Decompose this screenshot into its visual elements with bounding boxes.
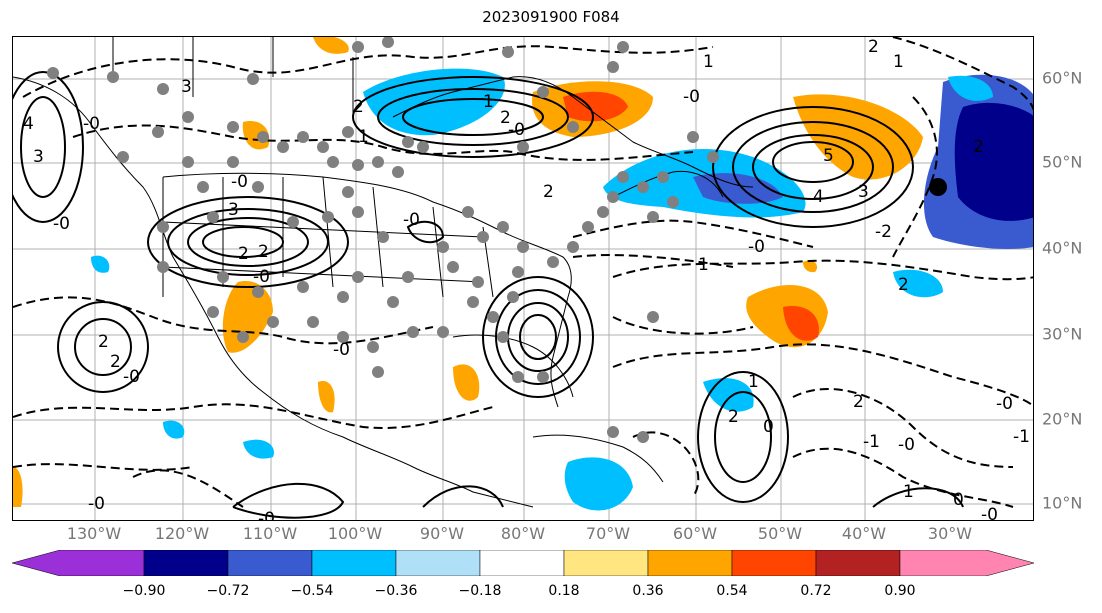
- contour-label: 2: [98, 332, 109, 352]
- contour-label: 2: [500, 108, 511, 128]
- colorbar-segment: [143, 550, 229, 576]
- contour-label-group: 3 4 -0 3 2 1 -0 2 3 -0 2 -0 1 2 -0 2 5 4…: [23, 37, 1030, 521]
- contour-label: 4: [813, 187, 824, 207]
- colorbar-segment: [12, 550, 145, 576]
- latitude-label: 50°N: [1042, 152, 1083, 172]
- colorbar-segment: [479, 550, 565, 576]
- contour-label: -0: [683, 87, 700, 107]
- latitude-label: 60°N: [1042, 68, 1083, 88]
- contour-label: 2: [110, 352, 121, 372]
- contour-label: 0: [763, 417, 774, 437]
- contour-label: -0: [231, 172, 248, 192]
- longitude-label: 80°W: [500, 524, 546, 543]
- colorbar-tick-label: −0.90: [122, 583, 166, 599]
- latitude-label: 20°N: [1042, 409, 1083, 429]
- colorbar-tick-label: 0.18: [548, 583, 580, 599]
- contour-label: 2: [238, 244, 249, 264]
- contour-label: -0: [53, 214, 70, 234]
- map-panel: 3 4 -0 3 2 1 -0 2 3 -0 2 -0 1 2 -0 2 5 4…: [12, 36, 1034, 521]
- latitude-label: 30°N: [1042, 324, 1083, 344]
- contour-label: -0: [258, 509, 275, 521]
- contour-label: 2: [853, 392, 864, 412]
- contour-label: 5: [823, 146, 834, 166]
- contour-label: 2: [353, 97, 364, 117]
- contour-label: 1: [748, 372, 759, 392]
- observation-points: [47, 37, 719, 443]
- latitude-label: 10°N: [1042, 493, 1083, 513]
- colorbar: [12, 550, 1034, 576]
- longitude-label: 100°W: [327, 524, 383, 543]
- colorbar-segment: [227, 550, 313, 576]
- colorbar-tick-label: −0.54: [290, 583, 334, 599]
- contour-label: 1: [903, 482, 914, 502]
- longitude-label: 90°W: [419, 524, 465, 543]
- contour-label: -0: [123, 367, 140, 387]
- longitude-label: 60°W: [672, 524, 718, 543]
- contour-label: -0: [83, 114, 100, 134]
- colorbar-tick-label: 0.36: [632, 583, 664, 599]
- contour-label: -0: [981, 505, 998, 521]
- longitude-label: 120°W: [154, 524, 210, 543]
- contour-label: 3: [33, 147, 44, 167]
- longitude-label: 30°W: [927, 524, 973, 543]
- colorbar-segment: [311, 550, 397, 576]
- contour-label: 1: [893, 52, 904, 72]
- contour-label: 4: [23, 114, 34, 134]
- colorbar-tick-label: −0.36: [374, 583, 418, 599]
- map-title: 2023091900 F084: [482, 8, 620, 26]
- contour-label: 2: [973, 137, 984, 157]
- contour-label: -0: [748, 237, 765, 257]
- longitude-label: 40°W: [841, 524, 887, 543]
- colorbar-segment: [647, 550, 733, 576]
- contour-label: 2: [258, 242, 269, 262]
- contour-label: -0: [996, 394, 1013, 414]
- marker-point: [929, 178, 947, 196]
- contour-label: 2: [543, 182, 554, 202]
- contour-label: 2: [898, 275, 909, 295]
- longitude-label: 110°W: [242, 524, 298, 543]
- contour-label: 1: [358, 127, 369, 147]
- contour-label: 3: [228, 200, 239, 220]
- colorbar-tick-label: 0.90: [884, 583, 916, 599]
- contour-label: -1: [863, 432, 880, 452]
- longitude-label: 70°W: [585, 524, 631, 543]
- contour-label: -0: [403, 210, 420, 230]
- contour-label: -0: [508, 120, 525, 140]
- contour-label: 2: [868, 37, 879, 57]
- longitude-label: 50°W: [757, 524, 803, 543]
- contour-label: 3: [181, 77, 192, 97]
- dashed-contours: [13, 37, 1033, 508]
- forecast-map: 3 4 -0 3 2 1 -0 2 3 -0 2 -0 1 2 -0 2 5 4…: [13, 37, 1033, 521]
- contour-label: 0: [953, 490, 964, 510]
- colorbar-segment: [395, 550, 481, 576]
- colorbar-segments: [12, 550, 1034, 576]
- colorbar-tick-label: −0.18: [458, 583, 502, 599]
- colorbar-tick-label: −0.72: [206, 583, 250, 599]
- contour-label: 1: [703, 52, 714, 72]
- contour-label: 3: [858, 182, 869, 202]
- contour-label: 1: [698, 255, 709, 275]
- longitude-label: 130°W: [66, 524, 122, 543]
- contour-label: -2: [875, 222, 892, 242]
- latitude-label: 40°N: [1042, 238, 1083, 258]
- colorbar-tick-label: 0.54: [716, 583, 748, 599]
- contour-label: 2: [728, 407, 739, 427]
- contour-label: -1: [1013, 427, 1030, 447]
- contour-label: -0: [333, 340, 350, 360]
- contour-label: -0: [898, 435, 915, 455]
- colorbar-segment: [563, 550, 649, 576]
- contour-label: 1: [483, 92, 494, 112]
- colorbar-segment: [731, 550, 817, 576]
- colorbar-tick-label: 0.72: [800, 583, 832, 599]
- contour-label: -0: [88, 494, 105, 514]
- colorbar-segment: [899, 550, 1034, 576]
- colorbar-segment: [815, 550, 901, 576]
- contour-label: -0: [253, 267, 270, 287]
